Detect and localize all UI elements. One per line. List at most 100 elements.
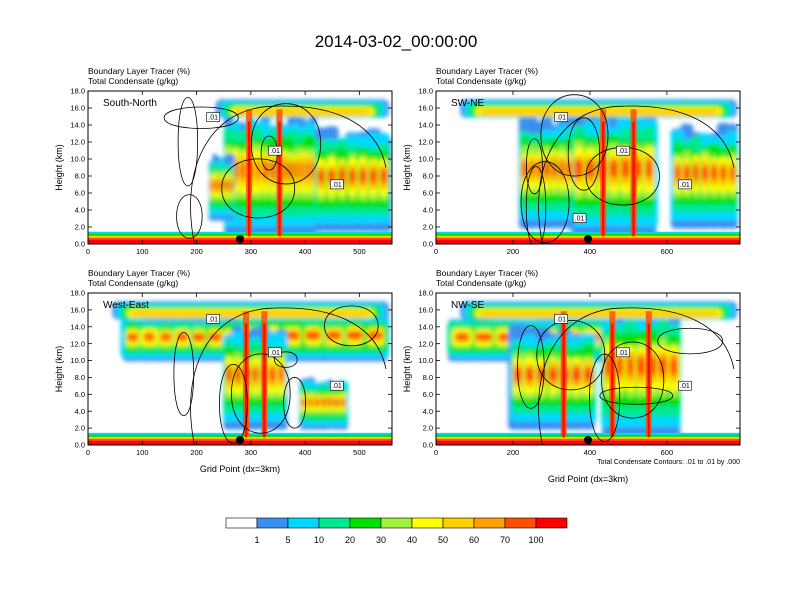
x-tick-label: 0 xyxy=(434,247,438,256)
colorbar-swatch xyxy=(318,517,351,529)
colorbar: 1 5 10 20 30 40 50 60 70 100 xyxy=(225,517,568,545)
panel-label: South-North xyxy=(103,98,157,109)
y-tick-label: 10.0 xyxy=(418,356,433,365)
contour-label: .01 xyxy=(554,112,568,122)
y-tick-label: 8.0 xyxy=(75,373,85,382)
svg-text:.01: .01 xyxy=(270,350,280,357)
contour-label: .01 xyxy=(554,314,568,324)
x-tick-label: 400 xyxy=(299,247,312,256)
x-tick-label: 200 xyxy=(507,448,520,457)
contour-label: .01 xyxy=(616,145,630,156)
y-tick-label: 2.0 xyxy=(423,223,433,232)
x-axis-label: Grid Point (dx=3km) xyxy=(548,474,628,484)
x-tick-label: 400 xyxy=(299,448,312,457)
x-tick-label: 600 xyxy=(661,247,674,256)
svg-text:.01: .01 xyxy=(332,383,342,390)
y-axis-label: Height (km) xyxy=(54,144,64,191)
panel-header-line: Boundary Layer Tracer (%) xyxy=(436,268,538,278)
y-tick-label: 2.0 xyxy=(423,424,433,433)
y-tick-label: 4.0 xyxy=(423,407,433,416)
y-tick-label: 2.0 xyxy=(75,424,85,433)
location-marker xyxy=(236,235,244,243)
contour-label: .01 xyxy=(268,145,282,156)
location-marker xyxy=(584,436,592,444)
contour-label: .01 xyxy=(268,347,282,358)
plot-frame xyxy=(435,292,741,446)
y-tick-label: 14.0 xyxy=(70,121,85,130)
panel-header-line: Total Condensate (g/kg) xyxy=(436,278,526,288)
contour-label: .01 xyxy=(635,247,648,256)
x-tick-label: 0 xyxy=(86,247,90,256)
figure-title: 2014-03-02_00:00:00 xyxy=(314,32,478,51)
panel-label: West-East xyxy=(103,300,149,311)
panel-header-line: Total Condensate (g/kg) xyxy=(88,278,178,288)
colorbar-swatch xyxy=(411,517,444,529)
x-tick-label: 300 xyxy=(245,247,258,256)
contour-note: Total Condensate Contours: .01 to .01 by… xyxy=(597,459,740,466)
x-axis-label: Grid Point (dx=3km) xyxy=(200,464,280,474)
x-tick-label: 200 xyxy=(190,247,203,256)
panel-header-line: Boundary Layer Tracer (%) xyxy=(88,268,190,278)
contour-label: .01 xyxy=(206,314,220,324)
colorbar-swatch xyxy=(442,517,475,529)
y-tick-label: 6.0 xyxy=(423,189,433,198)
svg-text:.01: .01 xyxy=(618,148,628,155)
condensate-contours xyxy=(173,305,387,445)
y-tick-label: 8.0 xyxy=(75,172,85,181)
y-tick-label: 0.0 xyxy=(423,441,433,450)
panel-label: NW-SE xyxy=(451,300,484,311)
y-tick-label: 4.0 xyxy=(423,206,433,215)
condensate-contours xyxy=(520,94,735,244)
location-marker xyxy=(584,235,592,243)
y-tick-label: 16.0 xyxy=(418,305,433,314)
x-tick-label: 0 xyxy=(434,448,438,457)
colorbar-label: 70 xyxy=(500,535,510,545)
panel-header-line: Total Condensate (g/kg) xyxy=(88,76,178,86)
panel-4: .01 .01 .01 0.0 2.0 4.0 6.0 8.0 10.0 12.0 14.0 16.0… xyxy=(402,268,741,484)
colorbar-label: 50 xyxy=(438,535,448,545)
x-tick-label: 200 xyxy=(507,247,520,256)
svg-text:.01: .01 xyxy=(556,115,566,122)
x-tick-label: 600 xyxy=(661,448,674,457)
y-tick-label: 6.0 xyxy=(423,390,433,399)
colorbar-swatch xyxy=(380,517,413,529)
svg-text:.01: .01 xyxy=(270,148,280,155)
plot-frame xyxy=(87,90,393,245)
colorbar-label: 40 xyxy=(407,535,417,545)
panel-1: .01 .01 .01 0.0 2.0 4.0 6.0 8.0 10.0 12.0 14.0 16.0… xyxy=(54,66,393,256)
svg-text:.01: .01 xyxy=(618,350,628,357)
contour-label: .01 xyxy=(678,179,692,190)
x-tick-label: 400 xyxy=(584,247,597,256)
condensate-contours xyxy=(517,307,735,445)
panel-3: .01 .01 .01 0.0 2.0 4.0 6.0 8.0 10.0 12.0 14.0 16.0… xyxy=(54,268,393,474)
x-tick-label: 200 xyxy=(190,448,203,457)
plot-frame xyxy=(87,292,393,446)
y-tick-label: 4.0 xyxy=(75,206,85,215)
colorbar-label: 60 xyxy=(469,535,479,545)
colorbar-swatch xyxy=(504,517,537,529)
x-tick-label: 500 xyxy=(353,448,366,457)
y-axis-label: Height (km) xyxy=(402,346,412,393)
contour-label: .01 xyxy=(206,112,220,122)
plot-frame xyxy=(435,90,741,245)
y-tick-label: 18.0 xyxy=(70,87,85,96)
colorbar-label: 5 xyxy=(285,535,290,545)
contour-label: .01 xyxy=(678,380,692,391)
x-tick-label: 100 xyxy=(136,247,149,256)
colorbar-label: 1 xyxy=(254,535,259,545)
svg-text:.01: .01 xyxy=(332,182,342,189)
colorbar-swatch xyxy=(225,517,258,529)
panel-header-line: Total Condensate (g/kg) xyxy=(436,76,526,86)
condensate-contours xyxy=(163,96,387,244)
y-tick-label: 16.0 xyxy=(418,104,433,113)
svg-text:.01: .01 xyxy=(208,115,218,122)
y-tick-label: 4.0 xyxy=(75,407,85,416)
svg-text:.01: .01 xyxy=(575,216,585,223)
y-tick-label: 2.0 xyxy=(75,223,85,232)
colorbar-label: 20 xyxy=(345,535,355,545)
svg-text:.01: .01 xyxy=(556,316,566,323)
y-tick-label: 16.0 xyxy=(70,104,85,113)
panel-header-line: Boundary Layer Tracer (%) xyxy=(88,66,190,76)
colorbar-swatch xyxy=(349,517,382,529)
